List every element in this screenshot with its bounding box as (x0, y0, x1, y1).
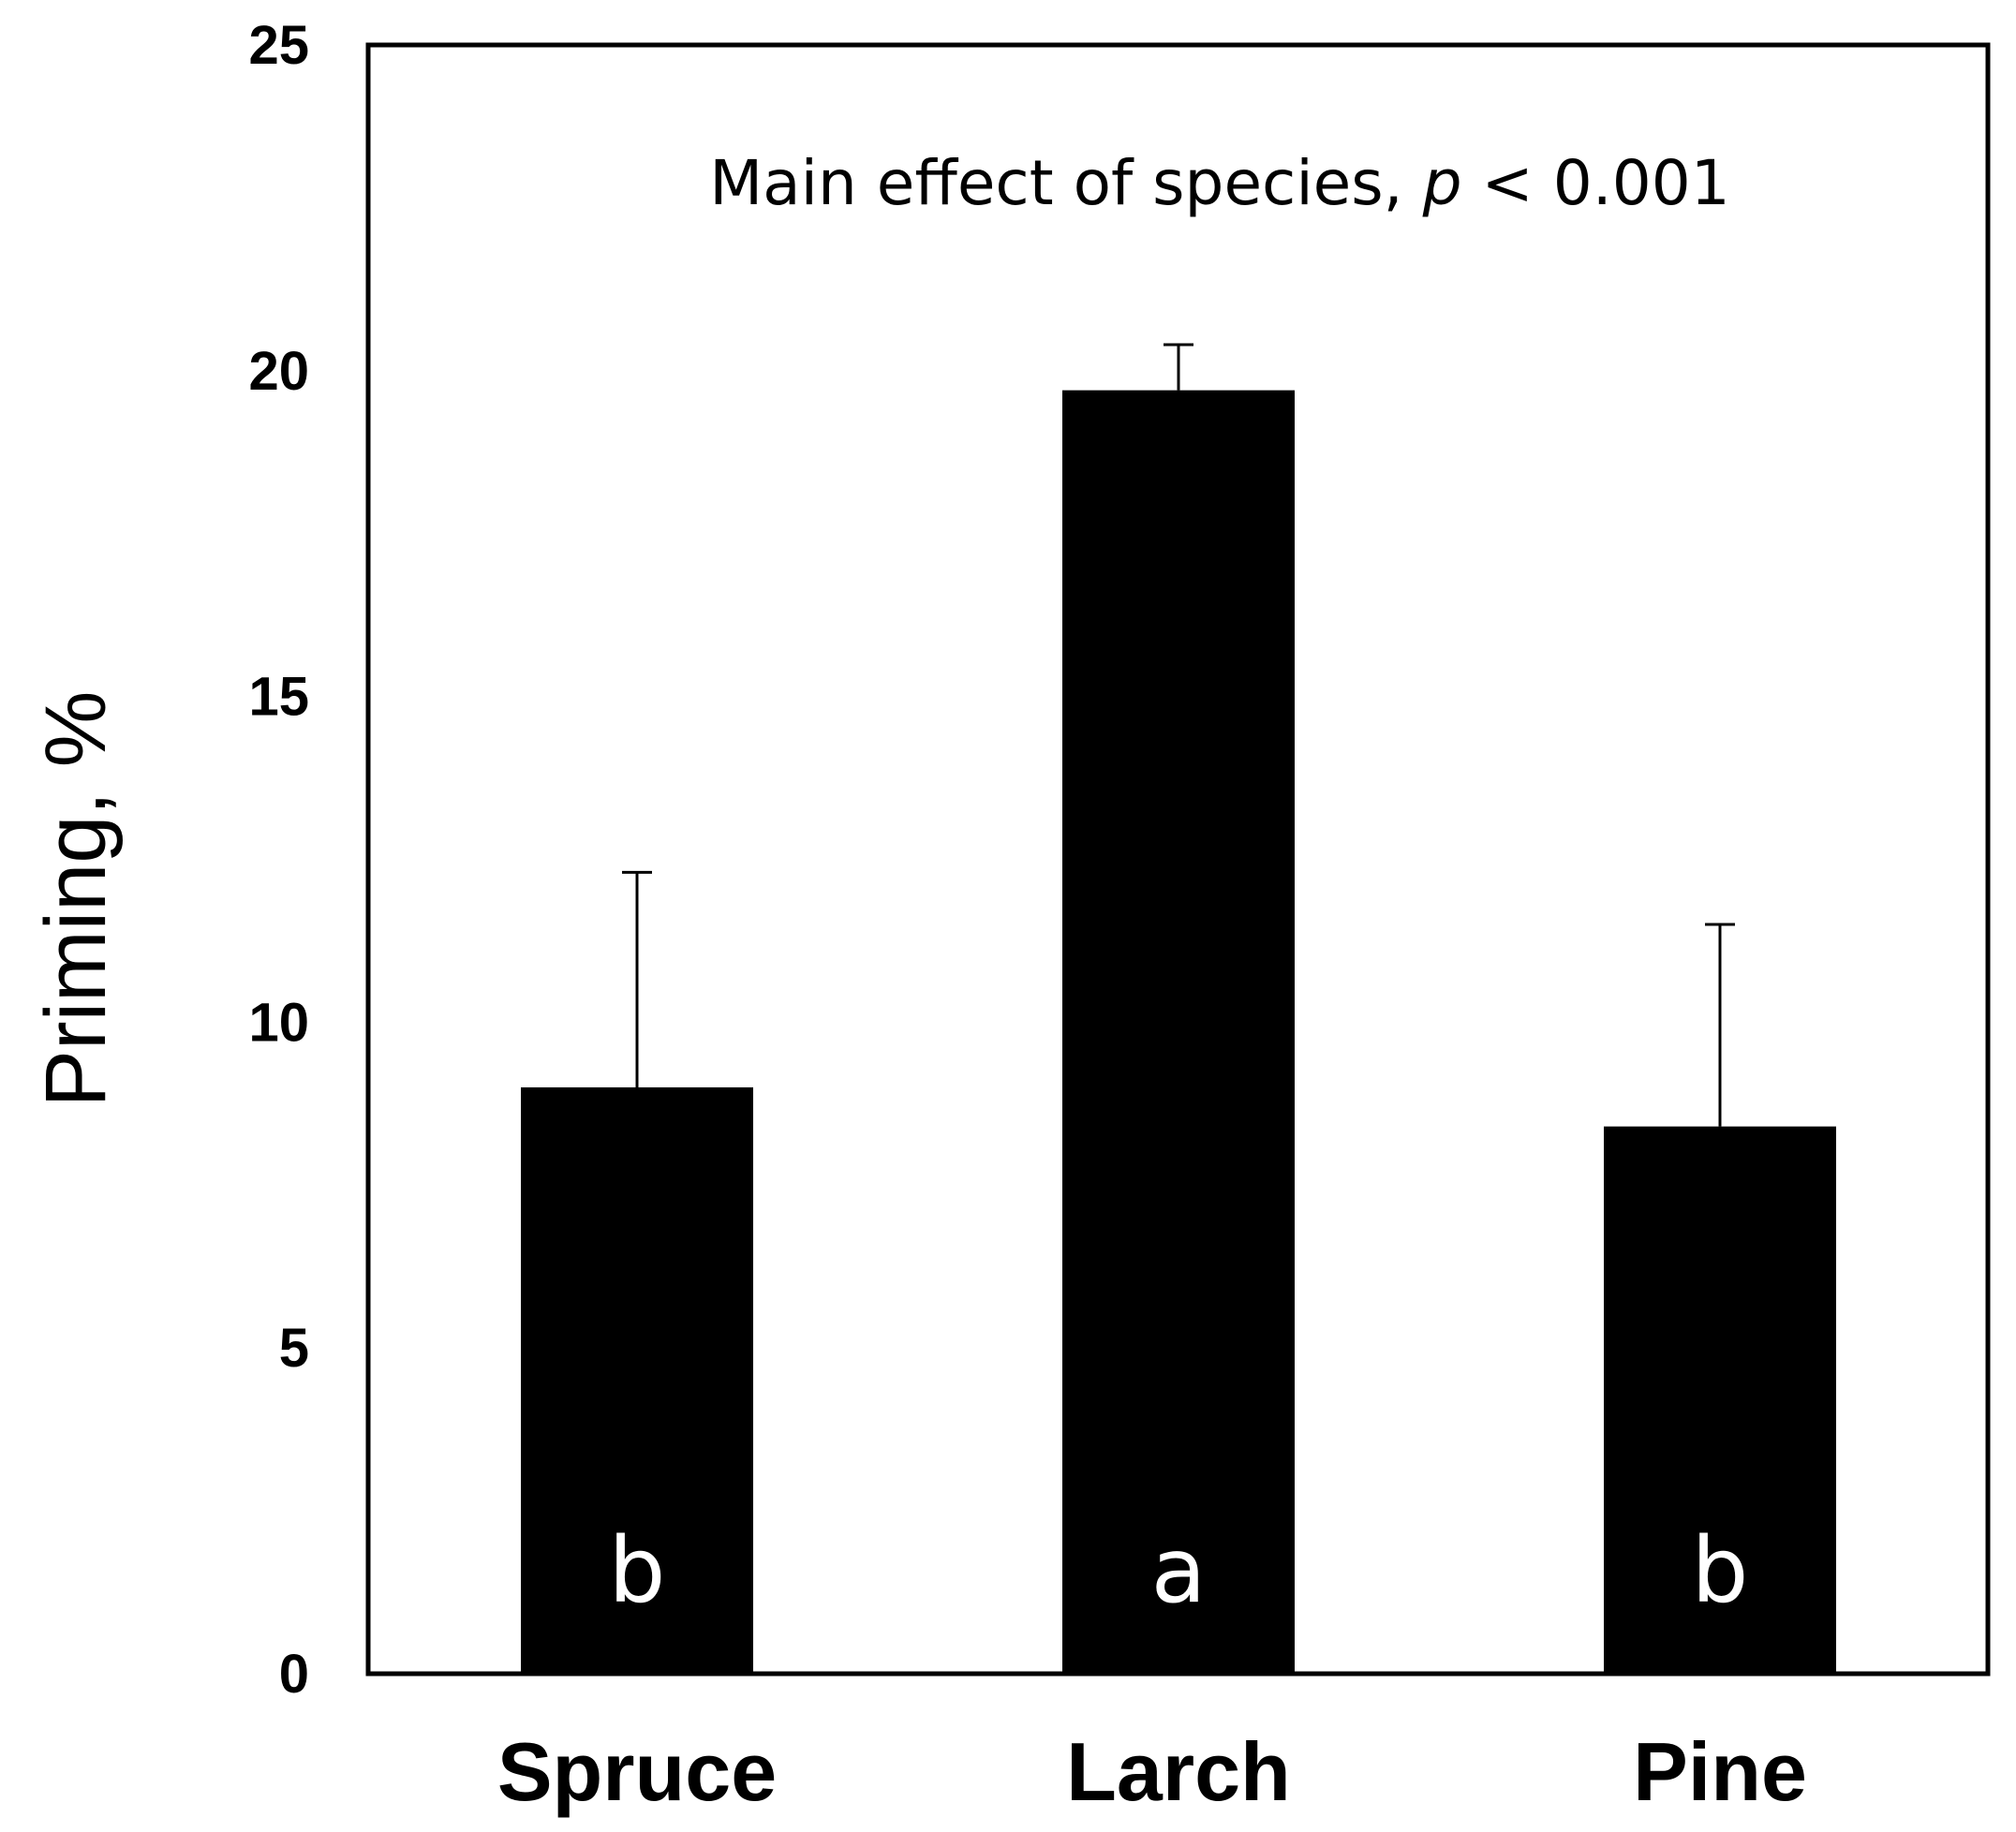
error-bar-spruce (622, 870, 652, 1087)
y-tick-label: 5 (279, 1318, 309, 1379)
significance-letter-larch: a (1151, 1518, 1207, 1623)
significance-annotation: Main effect of species, p < 0.001 (709, 147, 1730, 219)
bar-larch (1062, 390, 1295, 1675)
y-tick-label: 25 (248, 15, 309, 76)
annotation-prefix: Main effect of species, (709, 147, 1422, 219)
y-axis-ticks: 0 5 10 15 20 25 (248, 15, 309, 1705)
x-category-label-larch: Larch (1066, 1725, 1291, 1818)
error-bar-pine (1705, 923, 1735, 1127)
x-category-label-spruce: Spruce (497, 1725, 777, 1818)
y-axis-title: Priming, % (28, 691, 124, 1108)
error-bars (622, 343, 1735, 1127)
x-category-label-pine: Pine (1633, 1725, 1807, 1818)
bars (521, 390, 1836, 1675)
bar-spruce (521, 1086, 753, 1674)
plot-frame (365, 42, 1991, 1677)
y-tick-label: 10 (248, 992, 309, 1053)
error-bar-larch (1164, 343, 1193, 391)
significance-letter-spruce: b (609, 1518, 666, 1623)
x-axis-categories: Spruce Larch Pine (497, 1725, 1807, 1818)
y-tick-label: 0 (279, 1644, 309, 1705)
annotation-suffix: < 0.001 (1462, 147, 1730, 219)
bar-pine (1604, 1126, 1836, 1674)
y-tick-label: 15 (248, 667, 309, 728)
annotation-p: p (1422, 147, 1462, 219)
significance-letter-pine: b (1692, 1518, 1749, 1623)
y-tick-label: 20 (248, 341, 309, 402)
